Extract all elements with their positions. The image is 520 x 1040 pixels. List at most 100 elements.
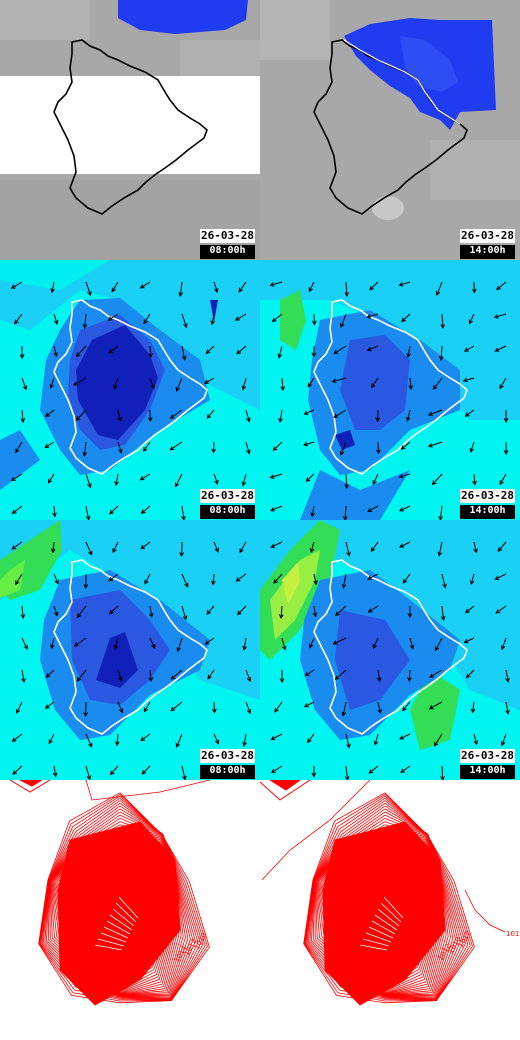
wind-arrow-head [472, 480, 477, 486]
wind-arrow-head [143, 319, 148, 325]
isobar-gap-line [377, 908, 400, 927]
wind-arrow [14, 313, 23, 324]
wind-arrow-head [82, 324, 88, 329]
wind-arrow [473, 541, 477, 553]
wind-arrow-head [493, 314, 499, 319]
wind-arrow [406, 409, 411, 421]
wind-arrow-head [334, 611, 340, 617]
wind-arrow [270, 541, 283, 548]
wind-arrow-head [401, 317, 406, 323]
wind-arrow-head [11, 737, 17, 742]
wind-arrow-head [109, 509, 114, 515]
cloud-map-morning: 26-03-28 08:00h [0, 0, 260, 260]
wind-arrow [85, 281, 91, 296]
wind-arrow-head [271, 317, 277, 323]
wind-arrow [281, 637, 286, 650]
wind-arrow-head [407, 677, 412, 683]
wind-arrow [181, 765, 186, 780]
wind-arrow [114, 637, 119, 650]
wind-arrow [310, 541, 315, 553]
timestamp-time: 14:00h [460, 245, 515, 259]
wind-arrow [243, 733, 247, 746]
wind-arrow [433, 377, 443, 390]
wind-arrow-head [438, 515, 444, 520]
wind-arrow-head [307, 382, 313, 388]
wind-arrow-head [442, 583, 447, 589]
wind-arrow-head [427, 443, 433, 448]
wind-arrow [271, 733, 283, 740]
wind-arrow-head [339, 450, 345, 456]
wind-arrow [21, 637, 28, 650]
wind-arrow [402, 701, 411, 711]
wind-arrow [46, 669, 55, 678]
wind-arrow [76, 669, 87, 682]
wind-arrow [44, 441, 55, 448]
wind-arrow-head [470, 708, 476, 714]
wind-arrow-head [21, 677, 26, 683]
wind-arrow-head [147, 417, 153, 423]
wind-arrow-head [469, 580, 475, 586]
wind-arrow-head [178, 292, 184, 297]
wind-arrow [469, 313, 475, 324]
wind-arrow-head [241, 385, 247, 391]
wind-arrow [181, 345, 186, 360]
wind-arrow-head [375, 449, 381, 455]
wind-arrow-head [15, 448, 20, 454]
wind-arrow-head [305, 477, 311, 482]
timestamp-badge: 26-03-28 08:00h [200, 229, 255, 259]
wind-arrow [305, 669, 315, 677]
wind-arrow [377, 441, 379, 454]
wind-arrow [272, 441, 283, 451]
wind-arrow-head [367, 608, 373, 613]
wind-arrow-head [407, 613, 413, 619]
isobar-lines [303, 792, 475, 1006]
wind-arrow-head [142, 446, 148, 452]
wind-arrow [85, 541, 93, 555]
wind-arrow-head [53, 319, 59, 325]
wind-arrow [501, 733, 507, 746]
wind-arrow-head [176, 647, 181, 653]
wind-arrow-head [214, 547, 219, 553]
wind-arrow-head [44, 704, 50, 709]
wind-arrow [345, 281, 348, 296]
wind-arrow-head [269, 474, 275, 479]
wind-arrow [176, 377, 183, 392]
wind-arrow [335, 605, 347, 616]
wind-arrow [53, 505, 56, 517]
isobar-gap-line [103, 926, 129, 939]
isobar-gap-line [106, 920, 131, 935]
wind-arrow [470, 573, 475, 585]
wind-arrow-head [10, 476, 16, 481]
wind-arrow [238, 281, 247, 292]
wind-arrow-head [11, 545, 17, 550]
wind-arrow [372, 637, 379, 649]
wind-arrow-head [52, 512, 57, 518]
wind-arrow [74, 637, 87, 647]
wind-arrow-head [181, 355, 187, 361]
timestamp-badge: 26-03-28 14:00h [460, 229, 515, 259]
wind-arrow-head [246, 417, 251, 423]
wind-arrow-head [211, 708, 217, 714]
isobar-line [303, 792, 475, 1004]
wind-arrow [213, 473, 218, 485]
wind-arrow-head [87, 291, 92, 297]
wind-arrow-head [308, 287, 313, 293]
wind-arrow [53, 765, 57, 777]
wind-arrow-head [464, 412, 470, 417]
wind-arrow-head [280, 386, 286, 392]
wind-arrow-head [10, 284, 16, 289]
wind-arrow-head [366, 314, 372, 319]
wind-arrow [370, 541, 379, 552]
wind-arrow-head [431, 480, 437, 486]
wind-arrow-head [495, 609, 501, 614]
wind-arrow [278, 345, 283, 358]
wind-arrow [340, 313, 347, 328]
wind-arrow-head [372, 480, 377, 486]
wind-arrow [170, 441, 183, 451]
wind-arrow [213, 281, 218, 293]
wind-arrow-head [11, 509, 17, 515]
wind-arrow [307, 733, 315, 743]
wind-arrow [463, 377, 475, 382]
wind-arrow-head [400, 768, 406, 774]
wind-arrow [53, 313, 58, 325]
